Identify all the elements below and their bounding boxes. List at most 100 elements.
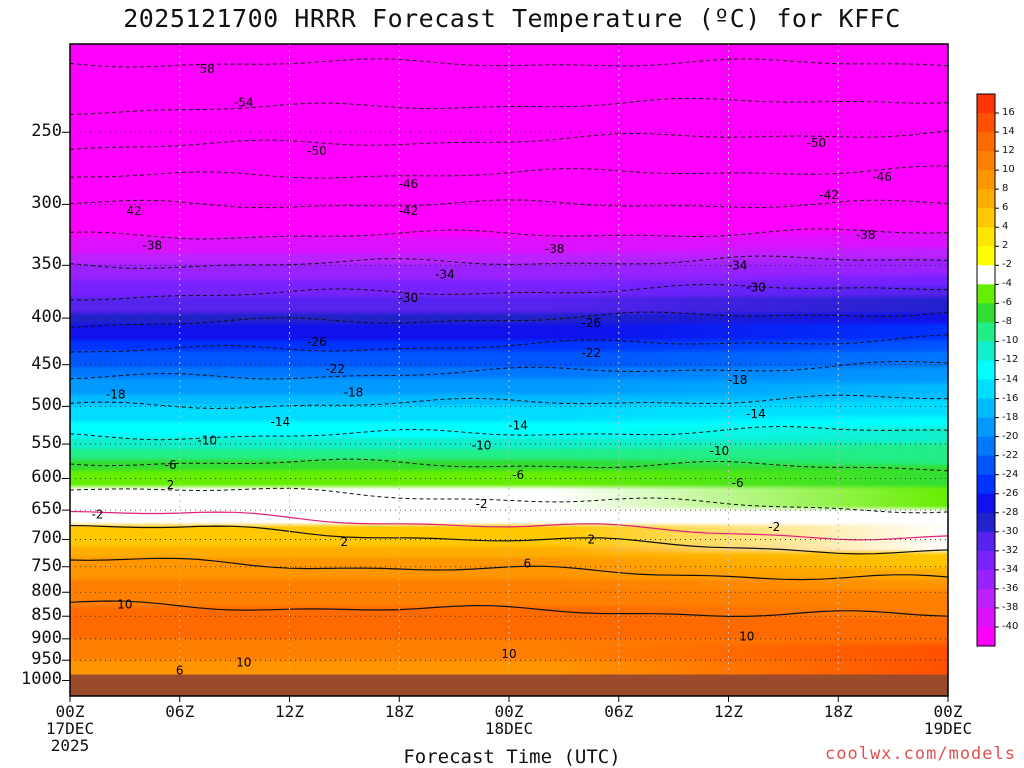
colorbar-swatch: [977, 208, 995, 228]
contour-label: -6: [512, 468, 524, 482]
y-axis-ticks: [62, 131, 70, 681]
colorbar-label: -40: [1002, 620, 1019, 632]
contour-label: -2: [91, 507, 103, 521]
y-tick-label: 450: [31, 353, 62, 374]
grid-lines: [70, 44, 948, 696]
freezing-line: [70, 510, 948, 541]
colorbar-swatch: [977, 512, 995, 533]
isotherm-10: [70, 600, 948, 617]
contour-label: -30: [399, 291, 419, 305]
x-tick-label: 18Z: [384, 702, 414, 721]
x-tick-label: 19DEC: [923, 719, 973, 738]
y-tick-label: 900: [31, 627, 62, 648]
colorbar-swatch: [977, 322, 995, 342]
colorbar-swatch: [977, 246, 995, 266]
contour-label: -10: [710, 444, 730, 458]
y-tick-label: 600: [31, 467, 62, 488]
x-tick-label: 12Z: [714, 702, 743, 721]
contour-label: -18: [106, 387, 126, 401]
contour-label: -6: [165, 458, 177, 472]
y-tick-label: 800: [31, 581, 62, 602]
ground-surface: [70, 674, 948, 696]
contour-label: 2: [341, 535, 349, 549]
colorbar: [976, 93, 999, 647]
contour-label: -10: [472, 438, 492, 452]
contour-label: -14: [271, 415, 291, 429]
colorbar-label: -30: [1002, 525, 1019, 537]
y-tick-label: 500: [31, 395, 62, 416]
colorbar-swatch: [977, 379, 995, 400]
contour-label: 10: [501, 647, 516, 661]
colorbar-swatch: [977, 398, 995, 419]
colorbar-swatch: [977, 417, 995, 438]
colorbar-label: -2: [1002, 259, 1012, 271]
colorbar-swatch: [977, 626, 995, 647]
colorbar-label: 2: [1002, 240, 1009, 252]
contour-label: -50: [806, 136, 826, 150]
y-tick-label: 400: [31, 307, 62, 328]
contour-label: -14: [746, 407, 766, 421]
colorbar-label: 6: [1002, 202, 1009, 214]
colorbar-label: -16: [1002, 392, 1019, 404]
contour-label: -30: [746, 280, 766, 294]
y-tick-label: 350: [31, 254, 62, 275]
colorbar-label: -34: [1002, 563, 1019, 575]
colorbar-label: -38: [1002, 601, 1019, 613]
colorbar-label: -14: [1002, 373, 1019, 385]
contour-label: -22: [325, 362, 345, 376]
colorbar-label: -32: [1002, 544, 1019, 556]
x-axis-ticks: [69, 696, 949, 702]
colorbar-swatch: [977, 607, 995, 628]
colorbar-swatch: [977, 569, 995, 590]
contour-label: -38: [856, 228, 876, 242]
x-tick-label: 00Z: [55, 702, 85, 721]
contour-label: -42: [399, 204, 419, 218]
colorbar-label: -28: [1002, 506, 1019, 518]
x-tick-label: 17DEC: [45, 719, 95, 738]
colorbar-swatch: [977, 550, 995, 571]
x-tick-label: 06Z: [604, 702, 634, 721]
contour-label: -50: [307, 144, 327, 158]
colorbar-swatch: [977, 94, 995, 114]
isotherm-2: [70, 524, 948, 555]
colorbar-swatch: [977, 113, 995, 133]
colorbar-label: 10: [1002, 164, 1015, 176]
contour-label: 2: [167, 478, 175, 492]
y-tick-label: 1000: [21, 669, 62, 690]
colorbar-label: -10: [1002, 335, 1019, 347]
colorbar-swatch: [977, 132, 995, 152]
contour-label: 2: [587, 532, 595, 546]
colorbar-label: 4: [1002, 221, 1009, 233]
contour-label: 10: [236, 655, 251, 669]
colorbar-label: 8: [1002, 183, 1009, 195]
contour-label: 10: [739, 630, 754, 644]
x-tick-label: 2025: [50, 736, 90, 755]
colorbar-swatch: [977, 436, 995, 457]
colorbar-label: -26: [1002, 487, 1019, 499]
contour-label: -26: [307, 335, 327, 349]
colorbar-swatch: [977, 170, 995, 190]
colorbar-label: -24: [1002, 468, 1019, 480]
colorbar-label: -4: [1002, 278, 1012, 290]
contour-label: 6: [176, 663, 184, 677]
colorbar-label: 16: [1002, 107, 1015, 119]
contour-label: -2: [476, 497, 488, 511]
colorbar-swatch: [977, 303, 995, 323]
contour-label: 6: [523, 557, 531, 571]
contour-label: -34: [728, 258, 748, 272]
y-tick-label: 850: [31, 605, 62, 626]
contour-label: -18: [728, 373, 748, 387]
colorbar-label: 14: [1002, 126, 1015, 138]
x-tick-label: 00Z: [494, 702, 524, 721]
colorbar-label: -36: [1002, 582, 1019, 594]
colorbar-swatch: [977, 284, 995, 304]
contour-label: -22: [582, 346, 602, 360]
contour-label: 42: [126, 204, 141, 218]
contour-label: -38: [143, 239, 163, 253]
contour-label: -14: [508, 419, 528, 433]
contour-label: -26: [582, 316, 602, 330]
colorbar-label: -8: [1002, 316, 1012, 328]
y-tick-label: 550: [31, 433, 62, 454]
colorbar-label: -12: [1002, 354, 1019, 366]
